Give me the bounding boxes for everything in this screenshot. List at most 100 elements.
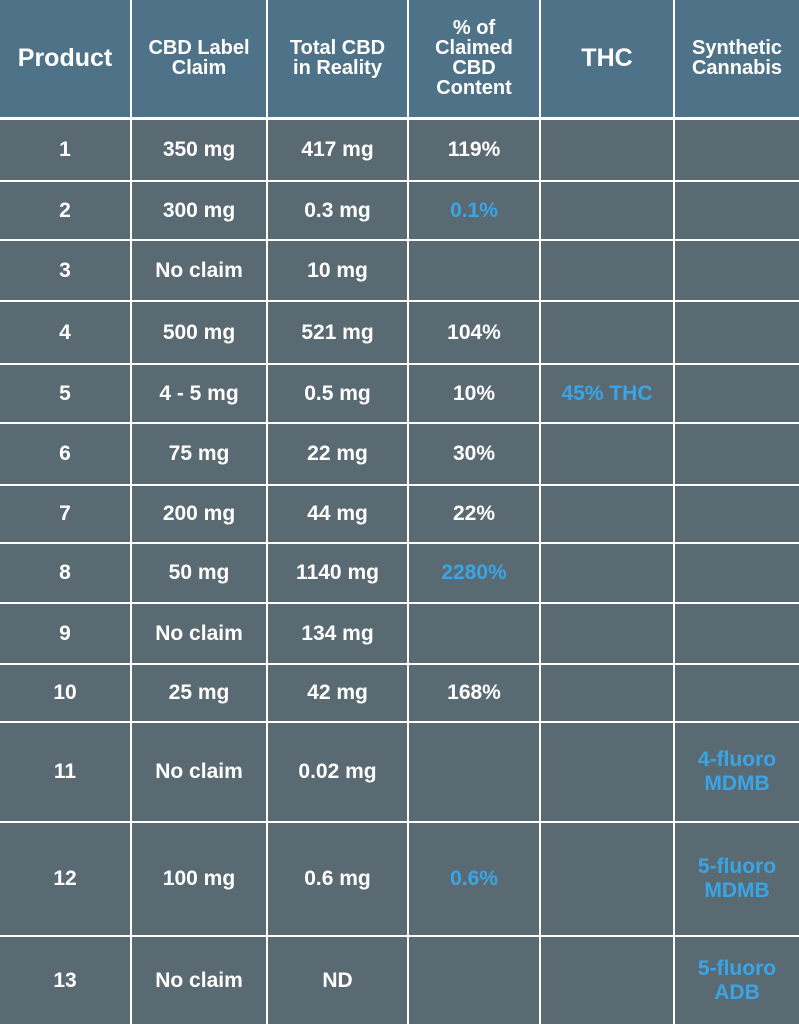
cell-cbd-label-claim: No claim — [130, 935, 268, 1024]
cell-cbd-label-claim: 4 - 5 mg — [130, 363, 268, 424]
cell-percent-of-claimed-cbd — [407, 935, 541, 1024]
cell-product: 6 — [0, 422, 132, 486]
cell-product: 11 — [0, 721, 132, 823]
cell-thc — [539, 300, 675, 365]
header-cbd-label-claim: CBD Label Claim — [130, 0, 268, 120]
cell-percent-of-claimed-cbd: 10% — [407, 363, 541, 424]
cell-total-cbd-in-reality: 0.02 mg — [266, 721, 409, 823]
cell-product: 7 — [0, 484, 132, 544]
cell-thc — [539, 935, 675, 1024]
cell-product: 2 — [0, 180, 132, 241]
cell-cbd-label-claim: No claim — [130, 721, 268, 823]
cell-thc — [539, 821, 675, 937]
cell-thc — [539, 602, 675, 665]
cell-percent-of-claimed-cbd — [407, 239, 541, 302]
cell-product: 10 — [0, 663, 132, 723]
cell-percent-of-claimed-cbd: 30% — [407, 422, 541, 486]
header-thc: THC — [539, 0, 675, 120]
table-row: 10 25 mg 42 mg 168% — [0, 663, 799, 723]
header-percent-of-claimed-cbd: % of Claimed CBD Content — [407, 0, 541, 120]
cell-thc — [539, 663, 675, 723]
cell-synthetic-cannabis — [673, 363, 799, 424]
cell-synthetic-cannabis — [673, 117, 799, 182]
table-row: 2 300 mg 0.3 mg 0.1% — [0, 180, 799, 241]
cell-product: 5 — [0, 363, 132, 424]
cell-total-cbd-in-reality: ND — [266, 935, 409, 1024]
cell-thc — [539, 422, 675, 486]
cell-product: 3 — [0, 239, 132, 302]
cell-product: 13 — [0, 935, 132, 1024]
cell-percent-of-claimed-cbd: 22% — [407, 484, 541, 544]
cell-total-cbd-in-reality: 22 mg — [266, 422, 409, 486]
cell-synthetic-cannabis — [673, 542, 799, 604]
table-row: 9 No claim 134 mg — [0, 602, 799, 665]
cell-percent-of-claimed-cbd: 119% — [407, 117, 541, 182]
cell-thc: 45% THC — [539, 363, 675, 424]
cell-product: 4 — [0, 300, 132, 365]
cell-total-cbd-in-reality: 1140 mg — [266, 542, 409, 604]
table-row: 12 100 mg 0.6 mg 0.6% 5-fluoro MDMB — [0, 821, 799, 937]
cell-product: 8 — [0, 542, 132, 604]
table-row: 4 500 mg 521 mg 104% — [0, 300, 799, 365]
cell-thc — [539, 542, 675, 604]
cell-total-cbd-in-reality: 521 mg — [266, 300, 409, 365]
cell-total-cbd-in-reality: 0.3 mg — [266, 180, 409, 241]
table-row: 7 200 mg 44 mg 22% — [0, 484, 799, 544]
cell-synthetic-cannabis — [673, 239, 799, 302]
table-row: 8 50 mg 1140 mg 2280% — [0, 542, 799, 604]
cell-total-cbd-in-reality: 0.5 mg — [266, 363, 409, 424]
cell-thc — [539, 239, 675, 302]
cell-cbd-label-claim: 300 mg — [130, 180, 268, 241]
table-row: 1 350 mg 417 mg 119% — [0, 117, 799, 182]
table-row: 6 75 mg 22 mg 30% — [0, 422, 799, 486]
cell-cbd-label-claim: 500 mg — [130, 300, 268, 365]
cell-thc — [539, 117, 675, 182]
cell-cbd-label-claim: 25 mg — [130, 663, 268, 723]
cell-synthetic-cannabis: 5-fluoro MDMB — [673, 821, 799, 937]
cell-product: 9 — [0, 602, 132, 665]
cell-thc — [539, 484, 675, 544]
cell-cbd-label-claim: 100 mg — [130, 821, 268, 937]
cell-total-cbd-in-reality: 417 mg — [266, 117, 409, 182]
cell-percent-of-claimed-cbd: 0.6% — [407, 821, 541, 937]
cell-total-cbd-in-reality: 44 mg — [266, 484, 409, 544]
cell-thc — [539, 721, 675, 823]
table-row: 11 No claim 0.02 mg 4-fluoro MDMB — [0, 721, 799, 823]
header-total-cbd-in-reality: Total CBD in Reality — [266, 0, 409, 120]
table-body: 1 350 mg 417 mg 119% 2 300 mg 0.3 mg 0.1% 3 No cl… — [0, 117, 799, 1024]
cell-product: 12 — [0, 821, 132, 937]
cell-percent-of-claimed-cbd: 2280% — [407, 542, 541, 604]
cell-percent-of-claimed-cbd: 104% — [407, 300, 541, 365]
cell-cbd-label-claim: No claim — [130, 239, 268, 302]
header-synthetic-cannabis: Synthetic Cannabis — [673, 0, 799, 120]
header-row: Product CBD Label Claim Total CBD in Reality… — [0, 0, 799, 120]
cell-percent-of-claimed-cbd — [407, 721, 541, 823]
cell-synthetic-cannabis — [673, 180, 799, 241]
cell-cbd-label-claim: No claim — [130, 602, 268, 665]
cell-total-cbd-in-reality: 0.6 mg — [266, 821, 409, 937]
cell-product: 1 — [0, 117, 132, 182]
cell-cbd-label-claim: 200 mg — [130, 484, 268, 544]
cell-synthetic-cannabis — [673, 300, 799, 365]
cell-cbd-label-claim: 50 mg — [130, 542, 268, 604]
cell-percent-of-claimed-cbd: 0.1% — [407, 180, 541, 241]
cell-synthetic-cannabis — [673, 663, 799, 723]
cell-synthetic-cannabis — [673, 422, 799, 486]
cell-percent-of-claimed-cbd — [407, 602, 541, 665]
cell-synthetic-cannabis — [673, 602, 799, 665]
cell-cbd-label-claim: 350 mg — [130, 117, 268, 182]
header-product: Product — [0, 0, 132, 120]
cell-total-cbd-in-reality: 134 mg — [266, 602, 409, 665]
cell-thc — [539, 180, 675, 241]
table-row: 3 No claim 10 mg — [0, 239, 799, 302]
table-row: 13 No claim ND 5-fluoro ADB — [0, 935, 799, 1024]
cell-total-cbd-in-reality: 42 mg — [266, 663, 409, 723]
cell-cbd-label-claim: 75 mg — [130, 422, 268, 486]
cell-total-cbd-in-reality: 10 mg — [266, 239, 409, 302]
cell-percent-of-claimed-cbd: 168% — [407, 663, 541, 723]
cell-synthetic-cannabis — [673, 484, 799, 544]
cell-synthetic-cannabis: 5-fluoro ADB — [673, 935, 799, 1024]
cell-synthetic-cannabis: 4-fluoro MDMB — [673, 721, 799, 823]
